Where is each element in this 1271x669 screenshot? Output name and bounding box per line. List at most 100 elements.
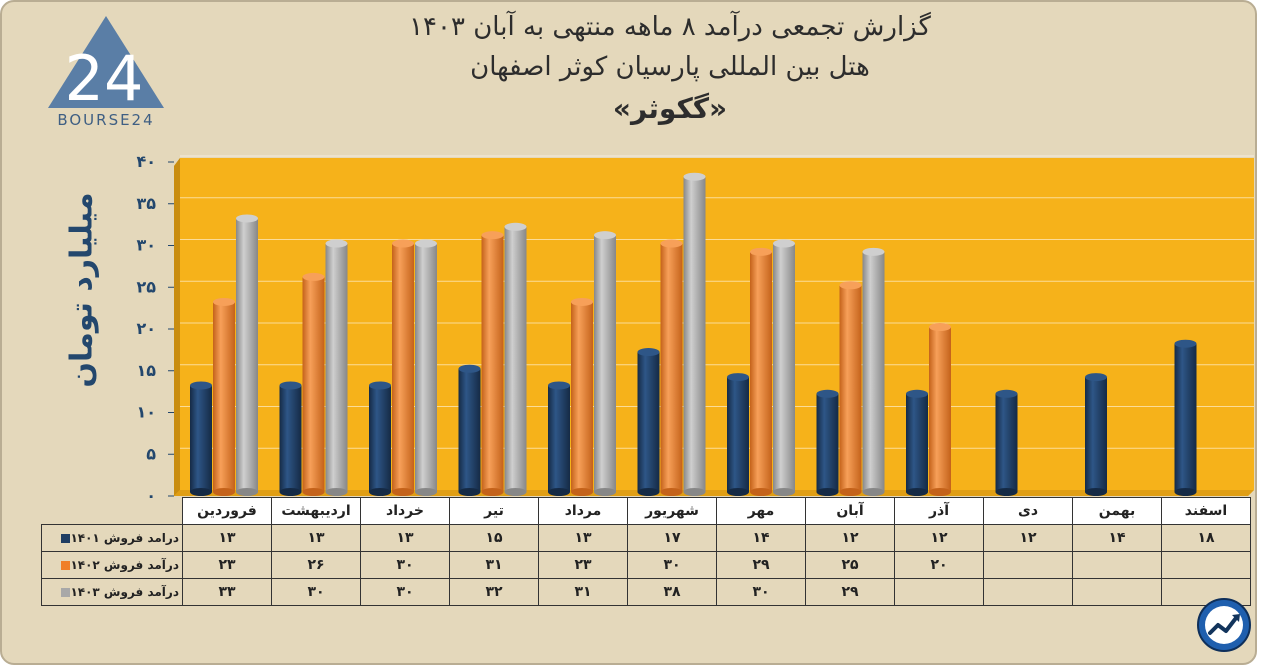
data-cell: ۳۱	[449, 551, 539, 579]
legend-swatch	[61, 561, 71, 570]
category-label: مهر	[716, 497, 806, 525]
bar	[906, 389, 928, 496]
gridlines	[180, 155, 1254, 449]
category-label: فروردین	[182, 497, 272, 525]
chart-title: گزارش تجمعی درآمد ۸ ماهه منتهی به آبان ۱…	[409, 12, 931, 42]
data-cell: ۱۳	[360, 524, 450, 552]
data-cell: ۲۳	[182, 551, 272, 579]
y-tick-label: ۳۰	[136, 236, 156, 255]
data-cell	[1072, 551, 1162, 579]
category-label: خرداد	[360, 497, 450, 525]
series-name: درامد فروش ۱۴۰۱	[70, 531, 179, 545]
bar	[571, 297, 593, 496]
svg-text:24: 24	[65, 42, 144, 115]
data-cell: ۲۹	[805, 578, 895, 606]
data-cell: ۱۲	[805, 524, 895, 552]
bar	[773, 239, 795, 496]
bar	[325, 239, 348, 496]
y-tick-label: ۱۵	[136, 361, 156, 380]
bourse24-logo: 24	[48, 16, 164, 115]
legend-swatch	[61, 588, 71, 597]
bar	[369, 381, 391, 496]
data-cell: ۲۵	[805, 551, 895, 579]
bar	[190, 381, 212, 496]
y-tick-label: ۰	[146, 486, 156, 505]
data-cell: ۱۴	[716, 524, 806, 552]
series-label: درآمد فروش ۱۴۰۲	[41, 551, 183, 579]
data-cell	[894, 578, 984, 606]
y-tick-label: ۵	[146, 444, 156, 463]
data-cell: ۲۹	[716, 551, 806, 579]
plot-background	[174, 158, 1254, 496]
data-cell: ۳۰	[360, 578, 450, 606]
y-axis: ۰ ۵ ۱۰ ۱۵ ۲۰ ۲۵ ۳۰ ۳۵ ۴۰	[136, 152, 174, 505]
data-cell: ۱۴	[1072, 524, 1162, 552]
data-cell: ۲۳	[538, 551, 628, 579]
data-cell: ۳۱	[538, 578, 628, 606]
bar	[1085, 373, 1107, 496]
bar	[816, 389, 839, 496]
data-cell: ۱۸	[1161, 524, 1251, 552]
category-label: تیر	[449, 497, 539, 525]
bar	[660, 239, 683, 496]
data-cell	[983, 578, 1073, 606]
data-cell: ۳۰	[360, 551, 450, 579]
data-cell	[1072, 578, 1162, 606]
data-cell: ۱۳	[271, 524, 361, 552]
series-name: درآمد فروش ۱۴۰۲	[70, 558, 179, 572]
bar	[415, 239, 437, 496]
bar	[236, 214, 258, 496]
data-cell: ۳۸	[627, 578, 717, 606]
data-cell: ۱۷	[627, 524, 717, 552]
bar	[637, 348, 660, 496]
category-label: اسفند	[1161, 497, 1251, 525]
data-cell: ۳۲	[449, 578, 539, 606]
bar	[683, 172, 706, 496]
bar	[929, 323, 951, 496]
trend-icon	[1197, 598, 1251, 652]
data-cell: ۱۳	[182, 524, 272, 552]
bars	[190, 172, 1197, 496]
table-row: درآمد فروش ۱۴۰۲ ۲۳ ۲۶ ۳۰ ۳۱ ۲۳ ۳۰ ۲۹ ۲۵ ۲۰	[41, 551, 1251, 579]
plot-floor	[174, 490, 1254, 496]
data-cell	[983, 551, 1073, 579]
bar	[750, 247, 772, 496]
chart-ticker: «گکوثر»	[612, 92, 728, 125]
bar	[504, 222, 527, 496]
y-tick-label: ۲۵	[136, 277, 156, 296]
data-cell: ۳۰	[716, 578, 806, 606]
y-tick-label: ۱۰	[136, 403, 156, 422]
bar	[594, 231, 616, 496]
bar	[279, 381, 302, 496]
plot-area	[174, 158, 1254, 496]
category-label: آبان	[805, 497, 895, 525]
data-table: فروردین اردیبهشت خرداد تیر مرداد شهریور مهر آبا…	[41, 497, 1251, 606]
legend-swatch	[61, 534, 71, 543]
data-cell: ۳۰	[627, 551, 717, 579]
data-cell: ۱۲	[894, 524, 984, 552]
chart-subtitle: هتل بین المللی پارسیان کوثر اصفهان	[470, 52, 870, 82]
category-label: بهمن	[1072, 497, 1162, 525]
data-cell: ۳۰	[271, 578, 361, 606]
series-label: درآمد فروش ۱۴۰۳	[41, 578, 183, 606]
bar	[548, 381, 570, 496]
table-row: درامد فروش ۱۴۰۱ ۱۳ ۱۳ ۱۳ ۱۵ ۱۳ ۱۷ ۱۴ ۱۲ ۱۲ ۱۲ ۱۴ ۱۸	[41, 524, 1251, 552]
bar	[862, 247, 885, 496]
data-cell: ۱۵	[449, 524, 539, 552]
table-corner	[42, 498, 183, 525]
bar	[392, 239, 414, 496]
series-name: درآمد فروش ۱۴۰۳	[70, 585, 179, 599]
data-cell	[1161, 551, 1251, 579]
data-cell: ۳۳	[182, 578, 272, 606]
data-cell: ۲۰	[894, 551, 984, 579]
bar	[213, 297, 235, 496]
category-label: مرداد	[538, 497, 628, 525]
bar	[302, 272, 325, 496]
data-cell: ۱۳	[538, 524, 628, 552]
logo-text: BOURSE24	[57, 111, 155, 129]
y-tick-label: ۳۵	[136, 194, 156, 213]
plot-side-wall	[174, 158, 180, 496]
category-label: اردیبهشت	[271, 497, 361, 525]
table-row: درآمد فروش ۱۴۰۳ ۳۳ ۳۰ ۳۰ ۳۲ ۳۱ ۳۸ ۳۰ ۲۹	[41, 578, 1251, 606]
